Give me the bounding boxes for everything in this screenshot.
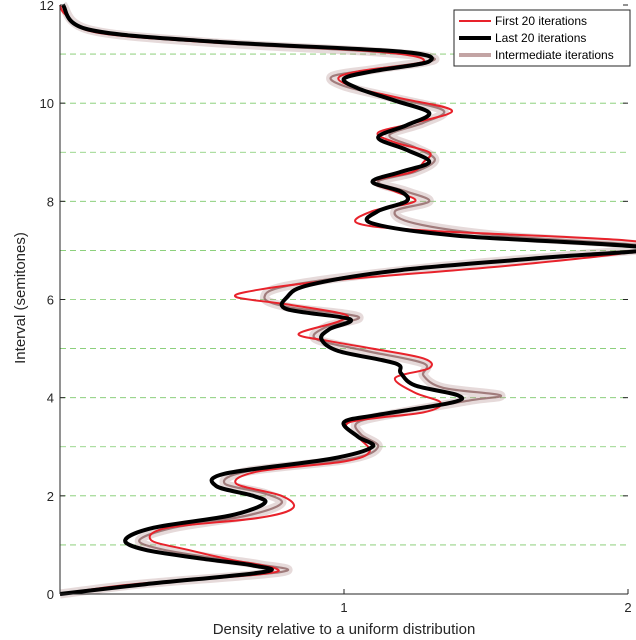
y-tick-label: 2 bbox=[47, 489, 54, 504]
y-tick-label: 4 bbox=[47, 391, 54, 406]
x-axis-label: Density relative to a uniform distributi… bbox=[213, 621, 476, 638]
legend-label-intermediate: Intermediate iterations bbox=[495, 48, 614, 62]
series-intermediate bbox=[59, 4, 636, 596]
y-tick-label: 8 bbox=[47, 194, 54, 209]
y-tick-label: 0 bbox=[47, 587, 54, 602]
y-axis-ticks: 0 2 4 6 8 10 12 bbox=[40, 0, 628, 602]
series-first bbox=[59, 4, 636, 595]
first-iterations-line bbox=[59, 4, 636, 595]
y-tick-label: 6 bbox=[47, 293, 54, 308]
y-axis-label: Interval (semitones) bbox=[12, 232, 29, 364]
y-tick-label: 12 bbox=[40, 0, 54, 13]
x-tick-label: 1 bbox=[340, 600, 347, 615]
legend-label-last: Last 20 iterations bbox=[495, 31, 586, 45]
intermediate-iterations-lines bbox=[59, 1, 636, 599]
y-tick-label: 10 bbox=[40, 96, 54, 111]
last-iterations-line bbox=[59, 3, 636, 596]
series-last bbox=[59, 3, 636, 596]
legend: First 20 iterations Last 20 iterations I… bbox=[453, 9, 631, 67]
x-tick-label: 2 bbox=[624, 600, 631, 615]
reference-gridlines bbox=[60, 53, 628, 546]
legend-label-first: First 20 iterations bbox=[495, 14, 587, 28]
